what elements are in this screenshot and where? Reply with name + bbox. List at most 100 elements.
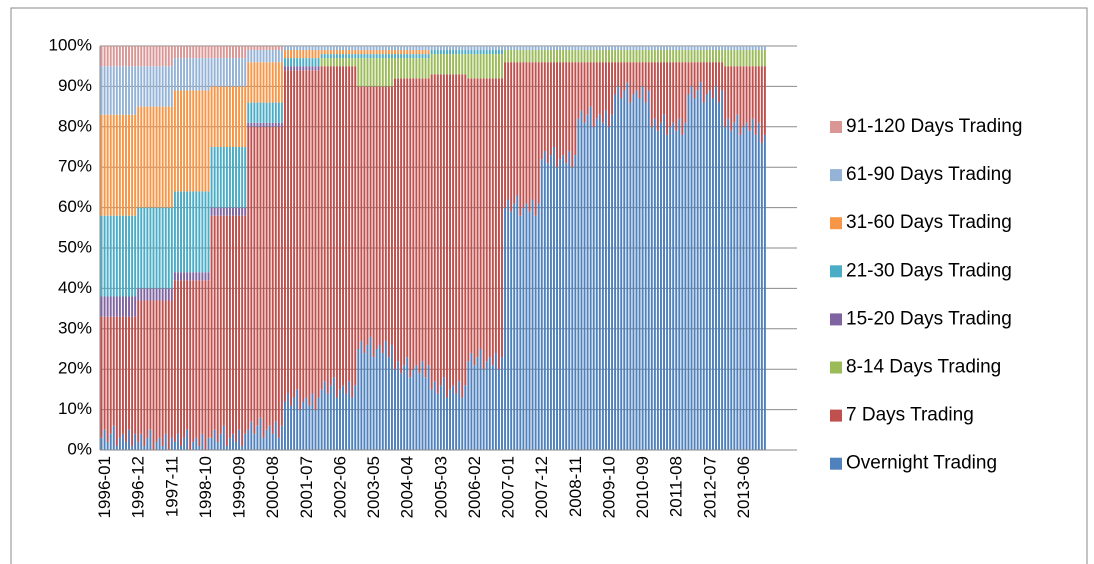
bar-segment <box>247 429 250 450</box>
bar-segment <box>439 46 442 51</box>
bar-segment <box>100 316 103 438</box>
bar-segment <box>531 46 534 51</box>
bar-segment <box>112 316 115 426</box>
bar-segment <box>708 90 711 450</box>
bar-segment <box>715 46 717 51</box>
bar-segment <box>577 62 580 119</box>
bar-segment <box>189 90 192 192</box>
bar-segment <box>445 50 448 55</box>
bar-segment <box>546 50 549 63</box>
bar-segment <box>296 58 299 67</box>
bar-segment <box>449 50 452 55</box>
bar-segment <box>219 58 222 87</box>
bar-segment <box>580 62 583 111</box>
bar-segment <box>442 46 445 51</box>
bar-segment <box>103 215 106 297</box>
bar-segment <box>274 421 277 450</box>
bar-segment <box>131 316 134 446</box>
bar-segment <box>473 54 476 79</box>
bar-segment <box>635 62 638 91</box>
bar-segment <box>262 102 265 123</box>
bar-segment <box>222 207 225 216</box>
bar-segment <box>137 207 140 289</box>
bar-segment <box>528 46 531 51</box>
bar-segment <box>601 50 604 63</box>
bar-segment <box>173 46 176 59</box>
bar-segment <box>653 46 656 51</box>
bar-segment <box>265 122 268 127</box>
bar-segment <box>678 46 681 51</box>
bar-segment <box>562 62 565 156</box>
bar-segment <box>540 46 543 51</box>
bar-segment <box>546 46 549 51</box>
bar-segment <box>724 66 727 127</box>
bar-segment <box>311 70 314 394</box>
bar-segment <box>235 147 238 208</box>
bar-segment <box>170 46 173 67</box>
bar-segment <box>363 58 366 87</box>
bar-segment <box>537 203 540 450</box>
bar-segment <box>152 300 155 450</box>
bar-segment <box>314 50 317 59</box>
bar-segment <box>369 46 372 51</box>
bar-segment <box>210 46 213 59</box>
bar-segment <box>479 46 482 51</box>
bar-segment <box>290 46 293 51</box>
bar-segment <box>271 62 274 103</box>
bar-segment <box>128 66 131 115</box>
bar-segment <box>522 46 525 51</box>
bar-segment <box>711 46 714 51</box>
bar-segment <box>265 62 268 103</box>
bar-segment <box>232 147 234 208</box>
bar-segment <box>155 288 158 301</box>
bar-segment <box>140 433 143 450</box>
bar-segment <box>687 46 690 51</box>
bar-segment <box>357 58 360 87</box>
bar-segment <box>305 397 308 450</box>
bar-segment <box>118 437 121 450</box>
bar-segment <box>317 70 320 398</box>
bar-segment <box>366 54 369 59</box>
bar-segment <box>305 70 308 398</box>
bar-segment <box>348 66 351 382</box>
bar-segment <box>519 46 522 51</box>
bar-segment <box>283 401 286 450</box>
bar-segment <box>253 126 256 434</box>
bar-segment <box>620 98 623 451</box>
bar-segment <box>351 58 354 67</box>
bar-segment <box>180 445 182 450</box>
bar-segment <box>549 50 552 63</box>
bar-segment <box>702 46 705 51</box>
bar-segment <box>287 46 289 51</box>
bar-segment <box>247 122 250 127</box>
bar-segment <box>106 114 109 216</box>
bar-segment <box>617 86 620 451</box>
bar-segment <box>335 66 338 398</box>
bar-segment <box>592 62 595 127</box>
bar-segment <box>400 373 403 450</box>
x-tick-label: 2008-11 <box>566 456 585 517</box>
bar-segment <box>754 46 757 51</box>
bar-segment <box>109 296 112 317</box>
bar-segment <box>280 62 283 103</box>
bar-segment <box>357 46 360 51</box>
bar-segment <box>611 46 614 51</box>
bar-segment <box>436 46 439 51</box>
bar-segment <box>406 46 409 51</box>
x-tick-label: 2003-05 <box>364 456 383 518</box>
bar-segment <box>131 114 134 216</box>
bar-segment <box>387 86 390 358</box>
bar-segment <box>115 46 118 67</box>
bar-segment <box>207 280 210 438</box>
bar-segment <box>659 122 662 450</box>
x-tick-label: 2004-04 <box>398 456 417 518</box>
bar-segment <box>115 114 118 216</box>
bar-segment <box>204 58 207 91</box>
bar-segment <box>604 50 607 63</box>
bar-segment <box>549 62 552 156</box>
bar-segment <box>485 46 488 51</box>
bar-segment <box>131 215 134 297</box>
bar-segment <box>690 86 693 451</box>
bar-segment <box>687 62 690 95</box>
bar-segment <box>644 62 647 103</box>
